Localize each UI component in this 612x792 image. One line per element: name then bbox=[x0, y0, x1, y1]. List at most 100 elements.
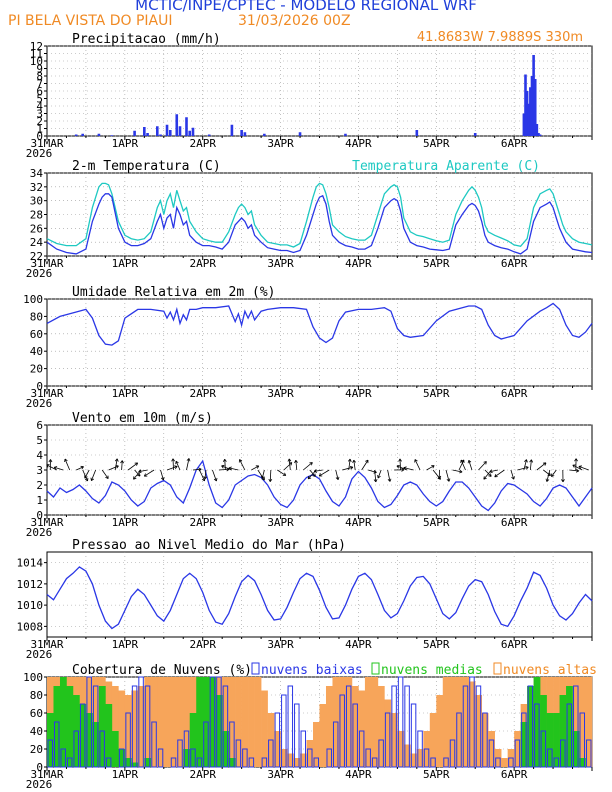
cloud-bar-nuvens-baixas bbox=[222, 685, 229, 768]
wind-xtick-label: 6APR bbox=[501, 516, 528, 529]
slp-title: Pressao ao Nivel Medio do Mar (hPa) bbox=[72, 538, 346, 553]
cloud-bar-nuvens-baixas bbox=[430, 757, 436, 768]
cloud-bar-nuvens-altas bbox=[241, 677, 249, 767]
clouds-ytick-label: 60 bbox=[30, 707, 43, 720]
rh-ytick-label: 20 bbox=[30, 363, 43, 376]
wind-arrowhead bbox=[134, 462, 139, 466]
temp-ytick-label: 34 bbox=[30, 167, 44, 180]
cloud-bar-nuvens-baixas bbox=[534, 703, 540, 768]
wind-arrowhead bbox=[80, 465, 84, 470]
cloud-bar-nuvens-baixas bbox=[404, 685, 410, 768]
wind-arrow bbox=[510, 469, 515, 480]
cloud-bar-nuvens-altas bbox=[313, 722, 320, 767]
wind-arrow bbox=[108, 465, 119, 471]
wind-arrow bbox=[318, 469, 330, 477]
cloud-bar-nuvens-medias bbox=[546, 713, 554, 767]
cloud-bar-nuvens-baixas bbox=[365, 748, 371, 768]
wind-arrow bbox=[138, 469, 148, 473]
cloud-bar-nuvens-altas bbox=[585, 677, 593, 767]
slp-line bbox=[46, 566, 593, 630]
header-title: MCTIC/INPE/CPTEC - MODELO REGIONAL WRF bbox=[135, 0, 477, 14]
slp-xtick-label: 31MAR bbox=[30, 638, 63, 651]
temp-xtick-label: 31MAR bbox=[30, 257, 63, 270]
temp-apparent-line bbox=[46, 182, 593, 248]
wind-arrowhead bbox=[524, 459, 528, 463]
wind-arrow bbox=[551, 469, 557, 477]
cloud-bar-nuvens-baixas bbox=[443, 757, 449, 768]
precip-ytick-label: 3 bbox=[36, 108, 43, 121]
cloud-bar-nuvens-medias bbox=[105, 704, 113, 767]
cloud-bar-nuvens-altas bbox=[579, 677, 586, 767]
cloud-bar-nuvens-baixas bbox=[118, 748, 125, 768]
cloud-bar-nuvens-baixas bbox=[358, 730, 365, 768]
rh-title: Umidade Relativa em 2m (%) bbox=[72, 285, 276, 300]
wind-arrowhead bbox=[489, 469, 493, 474]
wind-arrowhead bbox=[48, 459, 53, 463]
cloud-bar-nuvens-altas bbox=[274, 731, 281, 767]
wind-arrow bbox=[257, 469, 265, 481]
cloud-bar-nuvens-baixas bbox=[235, 739, 242, 768]
precip-bar bbox=[143, 127, 146, 136]
precip-bar bbox=[533, 79, 537, 136]
wind-arrow bbox=[572, 464, 583, 471]
precip-bar bbox=[146, 133, 149, 136]
wind-arrowhead bbox=[545, 478, 550, 482]
temp-year-label: 2026 bbox=[26, 267, 53, 280]
wind-panel: Vento em 10m (m/s) 0 1 2 3 4 5 6 31MAR 1APR 2APR 3A… bbox=[26, 411, 593, 539]
wind-arrowhead bbox=[467, 459, 472, 464]
wind-ytick-label: 3 bbox=[36, 464, 43, 477]
cloud-bar-nuvens-altas bbox=[137, 686, 145, 767]
cloud-bar-nuvens-altas bbox=[248, 677, 255, 767]
cloud-bar-nuvens-baixas bbox=[151, 721, 157, 768]
cloud-bar-nuvens-medias bbox=[124, 758, 132, 767]
cloud-bar-nuvens-medias bbox=[527, 686, 534, 767]
precip-bar bbox=[538, 134, 542, 136]
rh-line bbox=[46, 302, 593, 346]
cloud-bar-nuvens-baixas bbox=[488, 739, 495, 768]
wind-xtick-label: 2APR bbox=[189, 516, 216, 529]
wind-arrowhead bbox=[403, 466, 407, 470]
clouds-ytick-label: 100 bbox=[23, 671, 43, 684]
wind-arrow bbox=[121, 460, 123, 471]
wind-arrow bbox=[283, 462, 293, 471]
wind-arrowhead bbox=[143, 473, 148, 477]
wind-arrow bbox=[224, 459, 226, 471]
wind-arrowhead bbox=[287, 458, 292, 462]
rh-xtick-label: 5APR bbox=[423, 387, 450, 400]
precip-bar bbox=[175, 114, 179, 136]
cloud-bar-nuvens-baixas bbox=[339, 694, 345, 768]
precip-year-label: 2026 bbox=[26, 147, 53, 160]
wind-arrowhead bbox=[114, 458, 119, 462]
cloud-bar-nuvens-medias bbox=[53, 686, 61, 767]
wind-arrowhead bbox=[282, 472, 287, 476]
cloud-bar-nuvens-medias bbox=[98, 686, 106, 767]
precip-bar bbox=[529, 87, 532, 136]
cloud-bar-nuvens-baixas bbox=[105, 757, 112, 768]
temp-xtick-label: 6APR bbox=[501, 257, 528, 270]
wind-arrow bbox=[101, 469, 109, 479]
cloud-bar-nuvens-altas bbox=[442, 677, 450, 767]
cloud-bar-nuvens-baixas bbox=[196, 757, 203, 768]
cloud-bar-nuvens-baixas bbox=[553, 757, 560, 768]
precip-bar bbox=[532, 55, 535, 136]
cloud-bar-nuvens-baixas bbox=[248, 757, 255, 768]
temp-ytick-label: 30 bbox=[30, 195, 43, 208]
cloud-bar-nuvens-baixas bbox=[332, 721, 339, 768]
wind-arrowhead bbox=[347, 458, 352, 462]
precip-bar bbox=[530, 76, 534, 136]
cloud-bar-nuvens-medias bbox=[520, 722, 528, 767]
wind-arrowhead bbox=[120, 460, 124, 464]
wind-arrow bbox=[64, 458, 71, 471]
cloud-bar-nuvens-altas bbox=[170, 677, 178, 767]
wind-xtick-label: 4APR bbox=[345, 516, 372, 529]
wind-arrowhead bbox=[90, 477, 95, 482]
precip-ytick-label: 7 bbox=[36, 78, 43, 91]
cloud-bar-nuvens-medias bbox=[553, 713, 560, 767]
wind-arrow bbox=[387, 469, 391, 482]
precip-ytick-label: 8 bbox=[36, 70, 43, 83]
cloud-bar-nuvens-altas bbox=[176, 677, 184, 767]
temp-title: 2-m Temperatura (C) bbox=[72, 159, 221, 174]
cloud-bar-nuvens-medias bbox=[566, 686, 573, 767]
wind-arrowhead bbox=[133, 476, 137, 480]
precip-bar bbox=[415, 130, 419, 136]
